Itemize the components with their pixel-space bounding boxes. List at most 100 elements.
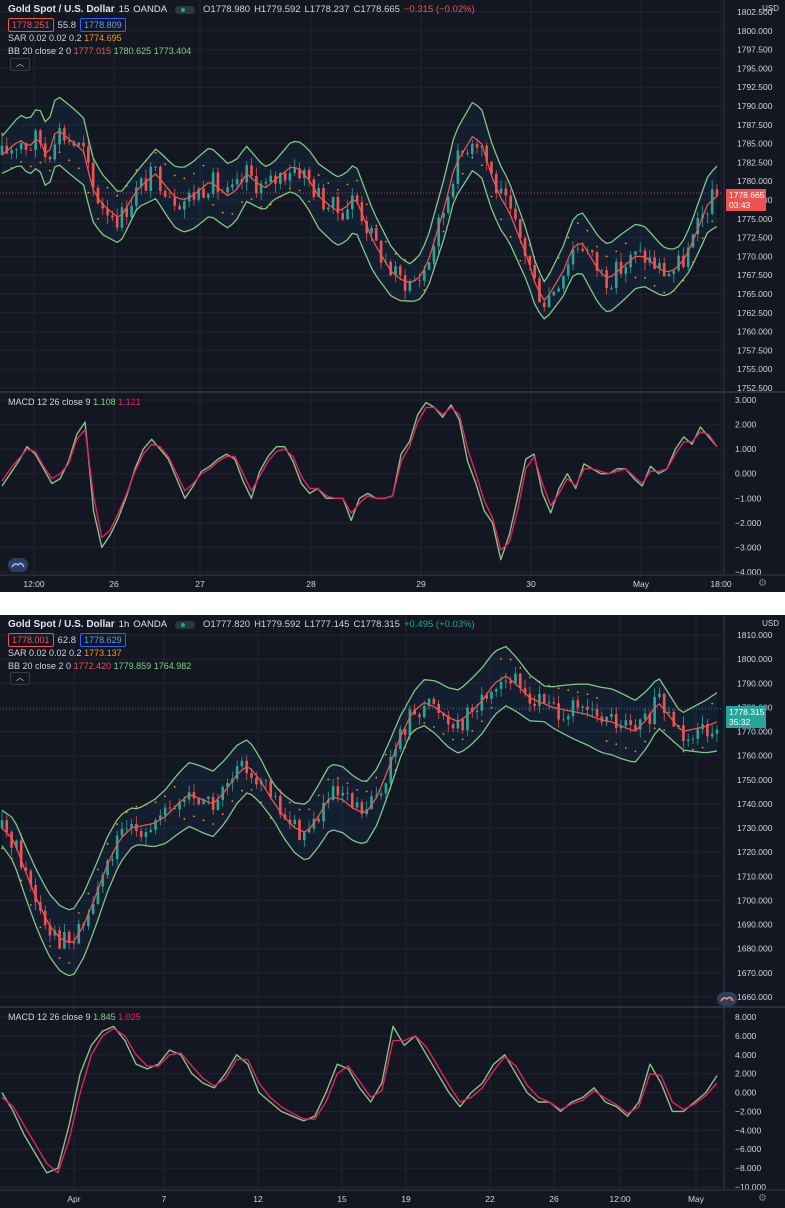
ohlc-high: H1779.592 xyxy=(254,619,301,630)
timeframe-label[interactable]: 15 xyxy=(118,4,130,15)
symbol-title[interactable]: Gold Spot / U.S. Dollar xyxy=(8,4,115,15)
sar-label: SAR 0.02 0.02 0.2 xyxy=(8,648,82,658)
candle-body xyxy=(528,693,532,704)
candle-body xyxy=(542,694,546,704)
price-axis-label: 1797.500 xyxy=(737,45,773,55)
bb-legend[interactable]: BB 20 close 2 0 1772.420 1779.859 1764.9… xyxy=(8,661,191,671)
candle-body xyxy=(677,255,680,271)
macd-axis-label: −8.000 xyxy=(735,1163,762,1173)
candle-body xyxy=(432,246,436,263)
candle-body xyxy=(91,162,95,188)
candle-body xyxy=(24,143,28,150)
price-axis-label: 1775.000 xyxy=(737,214,773,224)
sar-dot xyxy=(20,160,23,163)
time-axis-label: 27 xyxy=(195,579,205,589)
candle-body xyxy=(274,795,277,797)
price-axis-label: 1755.000 xyxy=(737,364,773,374)
candle-body xyxy=(398,266,402,276)
sar-dot xyxy=(145,803,147,806)
sar-dot xyxy=(644,276,646,279)
tradingview-logo-icon[interactable] xyxy=(717,992,737,1006)
sar-dot xyxy=(615,743,618,745)
candle-body xyxy=(19,143,23,150)
buy-button[interactable]: 1778.809 xyxy=(80,18,126,32)
chart-panel-1h[interactable]: 1810.0001800.0001790.0001780.0001770.000… xyxy=(0,615,785,1208)
symbol-title[interactable]: Gold Spot / U.S. Dollar xyxy=(8,619,115,630)
bb-legend[interactable]: BB 20 close 2 0 1777.015 1780.625 1773.4… xyxy=(8,46,191,56)
candle-body xyxy=(557,288,560,292)
candle-body xyxy=(629,720,632,725)
macd-axis-label: 4.000 xyxy=(735,1050,757,1060)
sar-label: SAR 0.02 0.02 0.2 xyxy=(8,33,82,43)
macd-axis-label: 1.000 xyxy=(735,444,757,454)
candle-body xyxy=(494,173,498,194)
price-axis-label: 1810.000 xyxy=(737,630,773,640)
timeframe-label[interactable]: 1h xyxy=(118,619,130,630)
ohlc-close: C1778.315 xyxy=(353,619,400,630)
sar-dot xyxy=(672,740,675,743)
candle-body xyxy=(504,188,508,196)
candle-body xyxy=(418,714,421,718)
settings-gear-icon[interactable]: ⚙ xyxy=(758,578,767,589)
candle-body xyxy=(610,287,613,289)
candle-body xyxy=(336,196,340,214)
collapse-legend-button[interactable]: ︿ xyxy=(10,672,30,685)
candle-body xyxy=(355,802,359,808)
sar-dot xyxy=(519,259,522,262)
candle-body xyxy=(0,145,4,155)
sar-dot xyxy=(384,753,387,756)
time-axis-label: May xyxy=(688,1194,705,1204)
sar-legend[interactable]: SAR 0.02 0.02 0.2 1773.137 xyxy=(8,648,122,658)
candle-body xyxy=(514,208,517,220)
candle-body xyxy=(475,710,479,713)
sar-legend[interactable]: SAR 0.02 0.02 0.2 1774.695 xyxy=(8,33,122,43)
candle-body xyxy=(538,278,541,303)
candle-body xyxy=(101,875,105,887)
sar-dot xyxy=(538,680,541,683)
chart-canvas-1h[interactable]: 1810.0001800.0001790.0001780.0001770.000… xyxy=(0,615,785,1208)
chart-canvas-15m[interactable]: 1802.500 1800.000 1797.500 1795.000 1792.500… xyxy=(0,0,785,592)
candle-body xyxy=(523,238,527,256)
sell-button[interactable]: 1778.251 xyxy=(8,18,54,32)
buy-button[interactable]: 1778.629 xyxy=(80,633,126,647)
macd-axis-label: −3.000 xyxy=(735,542,762,552)
candle-body xyxy=(413,709,416,715)
sell-button[interactable]: 1778.001 xyxy=(8,633,54,647)
sar-dot xyxy=(289,801,291,804)
candle-body xyxy=(72,941,76,944)
macd-legend[interactable]: MACD 12 26 close 9 1.108 1.121 xyxy=(8,397,141,407)
candle-body xyxy=(408,709,412,735)
time-axis-label: 22 xyxy=(485,1194,495,1204)
chart-panel-15m[interactable]: 1802.500 1800.000 1797.500 1795.000 1792.500… xyxy=(0,0,785,592)
settings-gear-icon[interactable]: ⚙ xyxy=(758,1193,767,1204)
candle-body xyxy=(696,729,700,739)
price-axis-label: 1770.000 xyxy=(737,727,773,737)
tradingview-logo-icon[interactable] xyxy=(8,558,28,572)
sar-dot xyxy=(375,224,378,227)
candle-body xyxy=(557,703,560,720)
macd-axis-label: −6.000 xyxy=(735,1144,762,1154)
sar-dot xyxy=(97,868,99,871)
macd-legend[interactable]: MACD 12 26 close 9 1.845 1.025 xyxy=(8,1012,141,1022)
candle-body xyxy=(485,145,488,162)
candle-body xyxy=(672,711,676,727)
candle-body xyxy=(480,694,484,711)
candle-body xyxy=(226,782,229,787)
sar-dot xyxy=(298,189,301,192)
candle-body xyxy=(91,903,95,914)
candle-body xyxy=(19,840,23,868)
candle-body xyxy=(327,207,330,210)
candle-body xyxy=(154,820,157,830)
price-axis-label: 1795.000 xyxy=(737,63,773,73)
candle-body xyxy=(581,706,584,708)
candle-body xyxy=(111,859,114,861)
sar-dot xyxy=(68,159,71,162)
candle-body xyxy=(183,201,186,210)
candle-body xyxy=(130,205,133,218)
price-axis-label: 1767.500 xyxy=(737,270,773,280)
collapse-legend-button[interactable]: ︿ xyxy=(10,58,30,71)
candle-body xyxy=(576,700,580,708)
candle-body xyxy=(470,707,474,713)
candle-body xyxy=(67,931,71,942)
sar-dot xyxy=(97,217,99,220)
